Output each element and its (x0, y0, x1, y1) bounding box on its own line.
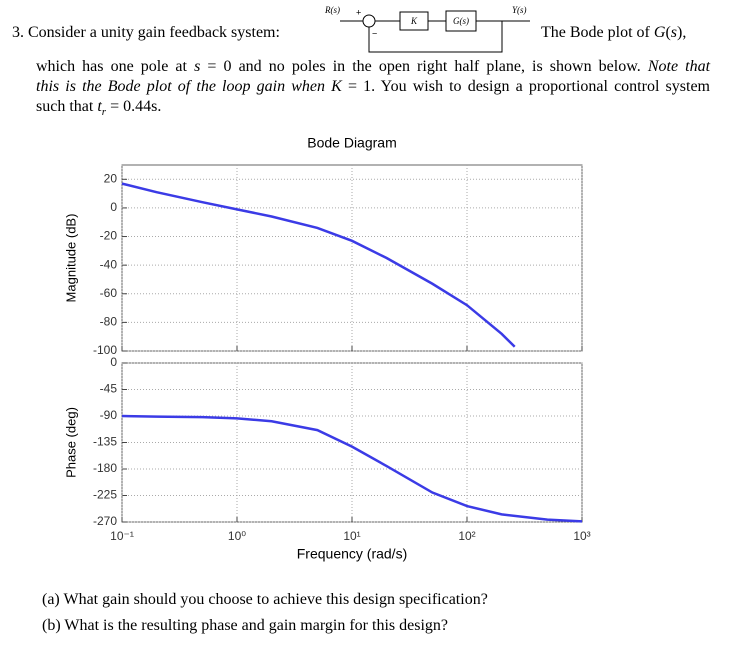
text-run: t (97, 98, 102, 115)
text-run: 3. Consider a unity gain feedback system… (12, 24, 280, 41)
minus-sign: − (372, 28, 377, 38)
plant-label: G(s) (453, 16, 469, 26)
y-axis-label: Phase (deg) (63, 407, 78, 478)
text-line: such that tr = 0.44s. (36, 98, 710, 118)
plot-frame (121, 164, 583, 352)
input-label: R(s) (324, 5, 340, 15)
controller-label: K (410, 16, 418, 26)
y-tick-label: 0 (110, 355, 117, 369)
y-tick-label: -90 (100, 408, 118, 422)
y-tick-label: -20 (100, 229, 118, 243)
text-run: The Bode plot of (541, 24, 654, 41)
text-run: = 0 and no poles in the open right half … (200, 58, 648, 75)
y-tick-label: -80 (100, 315, 118, 329)
feedback-wire (368, 21, 503, 53)
block-diagram: R(s) + − K G(s) Y(s) (324, 5, 530, 53)
x-tick-label: 10³ (573, 529, 590, 543)
x-axis-label: Frequency (rad/s) (297, 546, 407, 562)
y-tick-label: -180 (93, 461, 117, 475)
y-tick-label: 0 (110, 200, 117, 214)
chart-title: Bode Diagram (307, 135, 397, 151)
x-tick-label: 10⁰ (228, 529, 246, 543)
y-tick-label: -40 (100, 257, 118, 271)
text-run: such that (36, 98, 98, 115)
text-run: ), (677, 24, 687, 41)
text-line: this is the Bode plot of the loop gain w… (36, 78, 710, 96)
plus-sign: + (356, 7, 361, 17)
text-line: which has one pole at s = 0 and no poles… (36, 58, 710, 76)
x-tick-label: 10² (458, 529, 475, 543)
text-run: which has one pole at (36, 58, 195, 75)
plot-frame (121, 362, 583, 523)
y-tick-label: 20 (104, 171, 118, 185)
y-tick-label: -225 (93, 488, 117, 502)
text-run: Note that (647, 58, 711, 75)
text-run: G (653, 24, 666, 41)
y-tick-label: -270 (93, 514, 117, 528)
x-tick-label: 10¹ (343, 529, 360, 543)
y-axis-label: Magnitude (dB) (63, 214, 78, 303)
y-tick-label: -60 (100, 286, 118, 300)
text-run: = 0.44s. (106, 98, 162, 115)
text-run: s (194, 58, 201, 75)
y-tick-label: -45 (100, 382, 118, 396)
text-run: = 1. You wish to design a proportional c… (341, 78, 710, 95)
output-label: Y(s) (512, 5, 527, 15)
problem-lead-cont: The Bode plot of G(s), (541, 24, 686, 42)
y-tick-label: -135 (93, 435, 117, 449)
question: (a) What gain should you choose to achie… (42, 591, 488, 608)
text-run: ( (665, 24, 671, 41)
text-run: s (670, 24, 677, 41)
question: (b) What is the resulting phase and gain… (42, 617, 448, 634)
summing-junction (362, 14, 376, 28)
text-run: K (331, 78, 342, 95)
data-line (121, 414, 583, 523)
data-line (121, 182, 516, 348)
y-tick-label: -100 (93, 343, 117, 357)
text-run: this is the Bode plot of the loop gain w… (36, 78, 332, 95)
text-run: r (101, 106, 107, 119)
x-tick-label: 10⁻¹ (110, 529, 134, 543)
problem-lead: 3. Consider a unity gain feedback system… (12, 24, 280, 42)
